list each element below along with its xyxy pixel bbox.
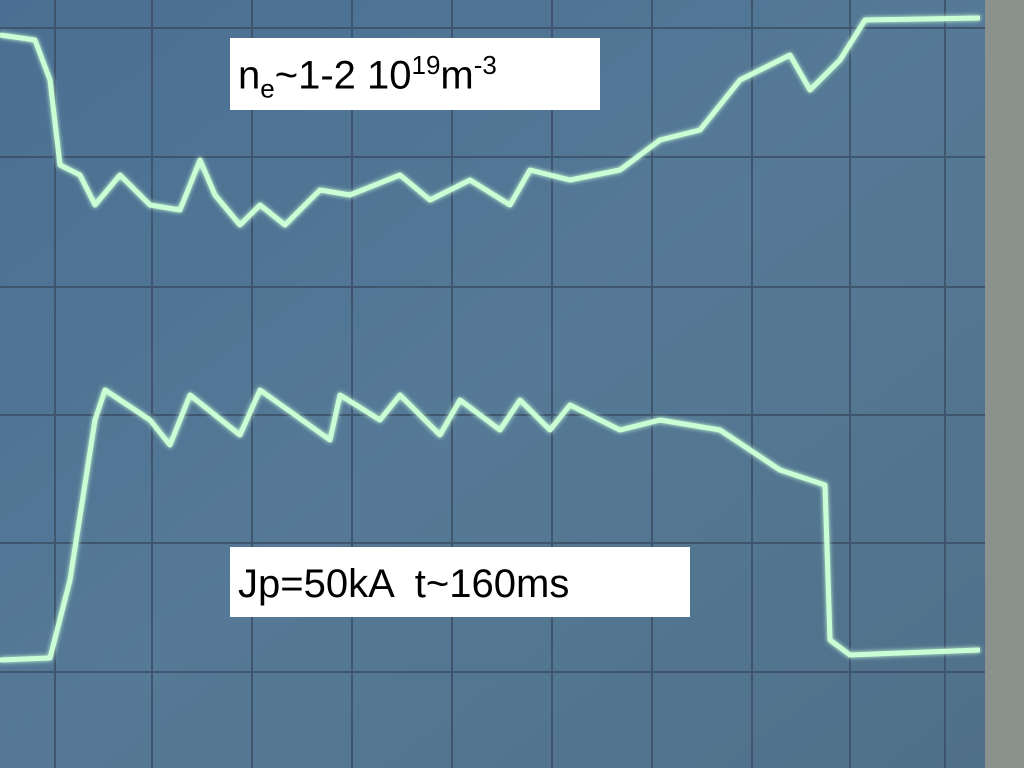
label-subscript: e <box>260 73 275 104</box>
traces <box>0 15 981 663</box>
label-text: ~1-2 10 <box>274 53 412 98</box>
screen-bezel <box>985 0 1024 768</box>
label-superscript: -3 <box>473 50 497 80</box>
label-superscript: 19 <box>411 50 441 80</box>
density-label: ne~1-2 1019m-3 <box>230 38 600 110</box>
current-label: Jp=50kA t~160ms <box>230 547 690 617</box>
label-text: m <box>440 53 474 98</box>
label-text: n <box>238 53 261 98</box>
graticule <box>0 0 985 768</box>
density-trace <box>0 15 981 228</box>
current-trace <box>0 387 981 663</box>
